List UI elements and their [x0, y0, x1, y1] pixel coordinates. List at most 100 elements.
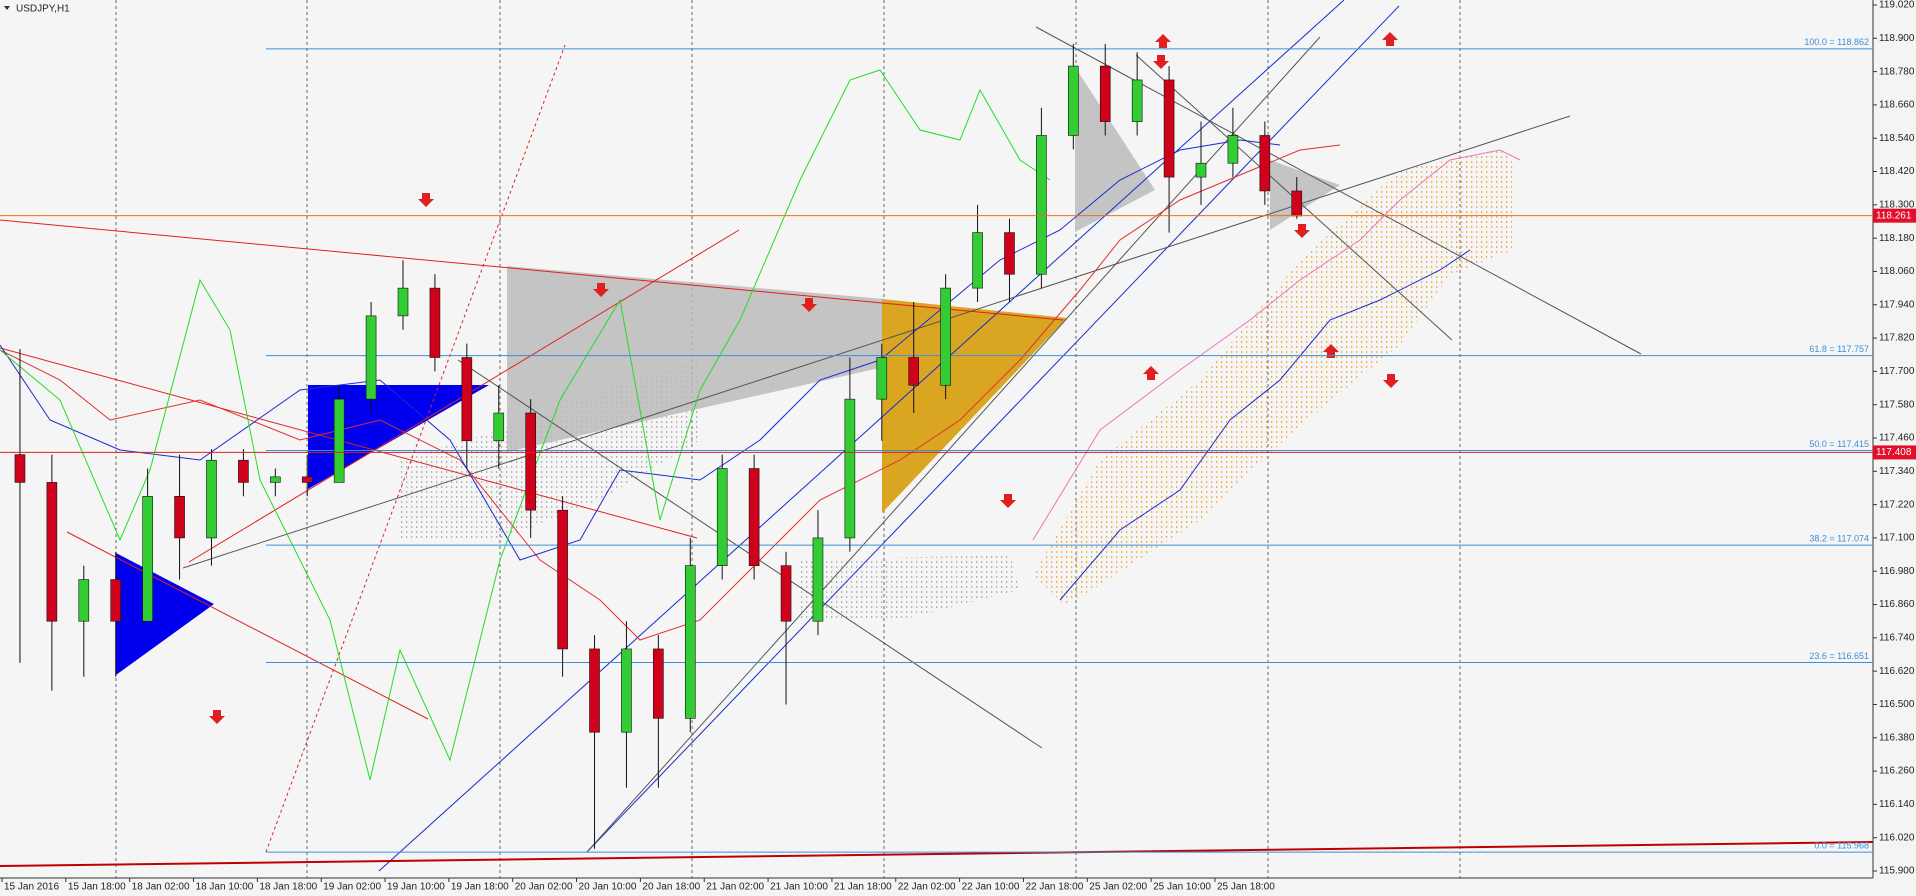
candle-body	[429, 287, 441, 358]
x-tick-label: 25 Jan 10:00	[1153, 882, 1211, 893]
x-tick-label: 19 Jan 02:00	[323, 882, 381, 893]
candle-body	[908, 357, 920, 386]
x-tick-label: 25 Jan 18:00	[1217, 882, 1275, 893]
fib-label: 23.6 = 116.651	[1809, 651, 1869, 661]
y-tick-label: 116.260	[1879, 766, 1915, 777]
x-tick-label: 18 Jan 02:00	[132, 882, 190, 893]
candle-body	[14, 454, 26, 483]
candle-body	[365, 315, 377, 400]
x-tick-label: 18 Jan 18:00	[259, 882, 317, 893]
candle-body	[174, 495, 185, 539]
candle-body	[1227, 135, 1239, 164]
y-tick-label: 118.420	[1879, 166, 1915, 177]
x-tick-label: 22 Jan 02:00	[898, 882, 956, 893]
fib-label: 50.0 = 117.415	[1809, 439, 1869, 449]
candle-body	[621, 648, 632, 733]
x-tick-label: 19 Jan 10:00	[387, 882, 445, 893]
y-tick-label: 117.820	[1879, 333, 1915, 344]
candle-body	[1291, 190, 1303, 217]
candle-body	[1099, 65, 1111, 122]
y-tick-label: 117.460	[1879, 433, 1915, 444]
candle-body	[206, 459, 217, 539]
x-tick-label: 20 Jan 02:00	[515, 882, 573, 893]
candle-body	[684, 565, 696, 719]
x-tick-label: 15 Jan 2016	[4, 882, 59, 893]
y-tick-label: 115.900	[1879, 866, 1915, 877]
x-tick-label: 21 Jan 18:00	[834, 882, 892, 893]
fib-label: 100.0 = 118.862	[1804, 37, 1869, 47]
x-tick-label: 25 Jan 02:00	[1089, 882, 1147, 893]
candle-body	[1163, 79, 1175, 178]
candle-body	[270, 476, 281, 483]
candle-body	[525, 412, 536, 511]
candle-body	[844, 398, 856, 539]
y-tick-label: 116.740	[1879, 632, 1915, 643]
y-tick-label: 116.620	[1879, 666, 1915, 677]
y-tick-label: 117.340	[1879, 466, 1915, 477]
y-tick-label: 117.700	[1879, 366, 1915, 377]
y-tick-label: 118.540	[1879, 133, 1915, 144]
y-tick-label: 117.940	[1879, 299, 1915, 310]
y-tick-label: 116.020	[1879, 832, 1915, 843]
candle-body	[780, 565, 792, 622]
candle-body	[940, 287, 951, 386]
y-tick-label: 118.660	[1879, 100, 1915, 111]
drawing-objects	[0, 0, 1874, 872]
y-tick-label: 118.300	[1879, 199, 1915, 210]
candle-body	[1259, 135, 1271, 192]
x-tick-label: 20 Jan 10:00	[579, 882, 637, 893]
x-tick-label: 18 Jan 10:00	[196, 882, 254, 893]
x-tick-label: 22 Jan 10:00	[962, 882, 1020, 893]
candle-body	[238, 459, 249, 483]
y-tick-label: 117.220	[1879, 499, 1915, 510]
candle-body	[493, 412, 505, 442]
x-tick-label: 22 Jan 18:00	[1025, 882, 1083, 893]
y-tick-label: 117.580	[1879, 399, 1915, 410]
candle-body	[557, 509, 568, 650]
y-tick-label: 116.140	[1879, 799, 1915, 810]
title-marker	[4, 6, 10, 10]
y-tick-label: 119.020	[1879, 0, 1915, 11]
x-tick-label: 20 Jan 18:00	[642, 882, 700, 893]
x-tick-label: 19 Jan 18:00	[451, 882, 509, 893]
y-tick-label: 116.500	[1879, 699, 1915, 710]
y-tick-label: 116.380	[1879, 732, 1915, 743]
candle-body	[142, 495, 153, 622]
price-tag-label: 117.408	[1876, 447, 1912, 458]
candle-body	[812, 537, 824, 622]
candle-body	[876, 357, 888, 400]
candle-body	[397, 287, 409, 317]
y-tick-label: 118.180	[1879, 233, 1915, 244]
candle-body	[78, 579, 90, 622]
candle-body	[1004, 232, 1015, 275]
candle-body	[972, 232, 983, 289]
y-tick-label: 116.860	[1879, 599, 1915, 610]
candle-body	[589, 648, 600, 733]
candle-body	[301, 476, 313, 483]
candle-body	[1195, 162, 1207, 178]
candle-body	[46, 482, 58, 622]
candle-body	[461, 357, 473, 442]
price-tag-label: 118.261	[1876, 210, 1912, 221]
candle-body	[1068, 65, 1079, 136]
x-tick-label: 15 Jan 18:00	[68, 882, 126, 893]
candle-body	[748, 468, 760, 566]
candle-body	[1036, 135, 1047, 275]
y-tick-label: 118.060	[1879, 266, 1915, 277]
y-tick-label: 116.980	[1879, 566, 1915, 577]
y-tick-label: 118.780	[1879, 66, 1915, 77]
candle-body	[716, 468, 728, 566]
candle-body	[1131, 79, 1143, 122]
y-tick-label: 117.100	[1879, 533, 1915, 544]
candle-body	[333, 398, 345, 483]
y-tick-label: 118.900	[1879, 33, 1915, 44]
x-tick-label: 21 Jan 02:00	[706, 882, 764, 893]
fib-label: 38.2 = 117.074	[1809, 534, 1869, 544]
candle-body	[110, 579, 122, 622]
candle-body	[653, 648, 664, 719]
price-tag	[1873, 208, 1916, 223]
fib-label: 0.0 = 115.968	[1814, 841, 1869, 851]
fib-label: 61.8 = 117.757	[1809, 344, 1869, 354]
x-tick-label: 21 Jan 10:00	[770, 882, 828, 893]
